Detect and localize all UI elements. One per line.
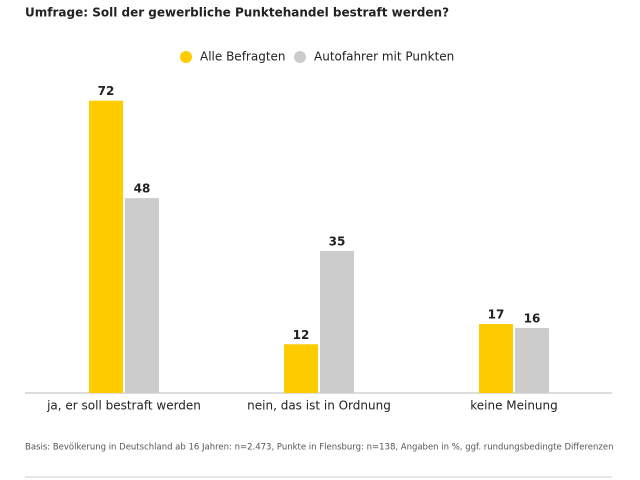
x-tick-label: ja, er soll bestraft werden — [46, 399, 201, 413]
chart-title: Umfrage: Soll der gewerbliche Punktehand… — [25, 6, 449, 20]
footnote: Basis: Bevölkerung in Deutschland ab 16 … — [25, 443, 613, 453]
legend-swatch — [294, 51, 306, 63]
bar — [125, 198, 159, 393]
value-label: 72 — [98, 84, 115, 98]
value-label: 12 — [293, 328, 310, 342]
bar — [320, 250, 354, 393]
bar — [515, 328, 549, 393]
bar — [479, 323, 513, 393]
value-label: 17 — [488, 307, 505, 321]
x-tick-label: keine Meinung — [470, 399, 558, 413]
legend-label: Alle Befragten — [200, 50, 286, 64]
value-label: 16 — [524, 312, 541, 326]
x-tick-label: nein, das ist in Ordnung — [247, 399, 391, 413]
legend-label: Autofahrer mit Punkten — [314, 50, 454, 64]
value-label: 48 — [134, 182, 151, 196]
legend-swatch — [180, 51, 192, 63]
bar — [89, 100, 123, 394]
bar — [284, 344, 318, 393]
value-label: 35 — [329, 234, 346, 248]
